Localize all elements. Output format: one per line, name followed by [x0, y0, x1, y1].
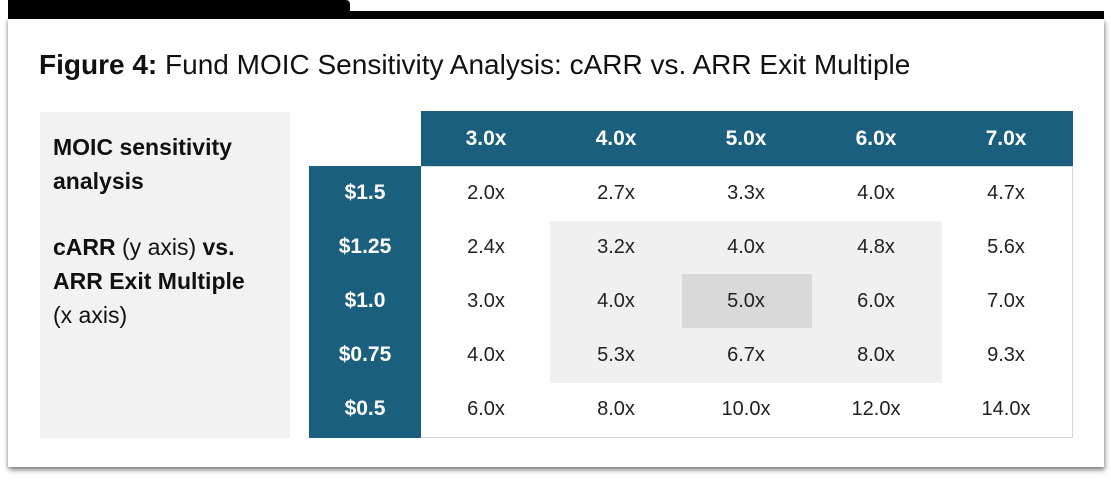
- table-cell: 4.0x: [597, 289, 635, 312]
- table-cell: 6.7x: [727, 343, 765, 366]
- carr-label: cARR: [53, 234, 116, 260]
- top-rule: [8, 11, 1104, 19]
- table-cell: 3.0x: [467, 289, 505, 312]
- table-cell: 2.4x: [467, 235, 505, 258]
- table-cell: 4.0x: [467, 343, 505, 366]
- table-cell: 5.3x: [597, 343, 635, 366]
- axis-description: cARR (y axis) vs. ARR Exit Multiple (x a…: [53, 230, 245, 332]
- column-header: 3.0x: [465, 126, 507, 150]
- column-header: 4.0x: [595, 126, 637, 150]
- figure-title: Figure 4: Fund MOIC Sensitivity Analysis…: [39, 49, 910, 81]
- row-header: $1.25: [338, 235, 392, 258]
- table-cell: 8.0x: [597, 397, 635, 420]
- table-cell: 4.0x: [727, 235, 765, 258]
- table-cell: 14.0x: [981, 397, 1031, 420]
- column-header: 6.0x: [855, 126, 897, 150]
- x-axis-note: (x axis): [53, 302, 128, 328]
- table-cell: 7.0x: [987, 289, 1025, 312]
- table-cell: 2.7x: [597, 181, 635, 204]
- table-cell: 3.3x: [727, 181, 765, 204]
- row-header: $0.75: [338, 343, 392, 366]
- row-header: $1.5: [344, 181, 386, 204]
- figure-card: Figure 4: Fund MOIC Sensitivity Analysis…: [8, 19, 1104, 467]
- arr-exit-label: ARR Exit Multiple: [53, 268, 245, 294]
- top-accent-bar: [8, 0, 350, 14]
- row-header: $1.0: [344, 289, 386, 312]
- table-cell: 4.7x: [987, 181, 1025, 204]
- side-heading: MOIC sensitivity analysis: [53, 130, 232, 198]
- y-axis-note: (y axis): [115, 234, 203, 260]
- table-cell: 9.3x: [987, 343, 1025, 366]
- column-header-bar: [421, 111, 1073, 166]
- sensitivity-table: 3.0x 4.0x 5.0x 6.0x 7.0x $1.5 $1.25 $1.0 $0.75 $0…: [309, 111, 1073, 438]
- base-case-highlight: [682, 274, 812, 328]
- table-cell: 6.0x: [857, 289, 895, 312]
- table-cell: 2.0x: [467, 181, 505, 204]
- side-panel: MOIC sensitivity analysis cARR (y axis) …: [40, 112, 290, 438]
- table-cell: 10.0x: [721, 397, 771, 420]
- column-header: 5.0x: [725, 126, 767, 150]
- table-cell: 12.0x: [851, 397, 901, 420]
- figure-label: Figure 4:: [39, 49, 158, 80]
- table-cell: 3.2x: [597, 235, 635, 258]
- table-cell: 8.0x: [857, 343, 895, 366]
- table-cell: 6.0x: [467, 397, 505, 420]
- table-cell: 4.8x: [857, 235, 895, 258]
- column-header: 7.0x: [985, 126, 1027, 150]
- row-header-bar: [309, 166, 421, 438]
- side-heading-line1: MOIC sensitivity: [53, 134, 232, 160]
- figure-title-text: Fund MOIC Sensitivity Analysis: cARR vs.…: [157, 49, 911, 80]
- table-cell: 4.0x: [857, 181, 895, 204]
- row-header: $0.5: [344, 397, 386, 420]
- table-cell: 5.0x: [727, 289, 765, 312]
- axis-description-line2: ARR Exit Multiple: [53, 264, 245, 298]
- axis-description-line1: cARR (y axis) vs.: [53, 230, 245, 264]
- side-heading-line2: analysis: [53, 168, 144, 194]
- vs-label: vs.: [202, 234, 235, 260]
- table-cell: 5.6x: [987, 235, 1025, 258]
